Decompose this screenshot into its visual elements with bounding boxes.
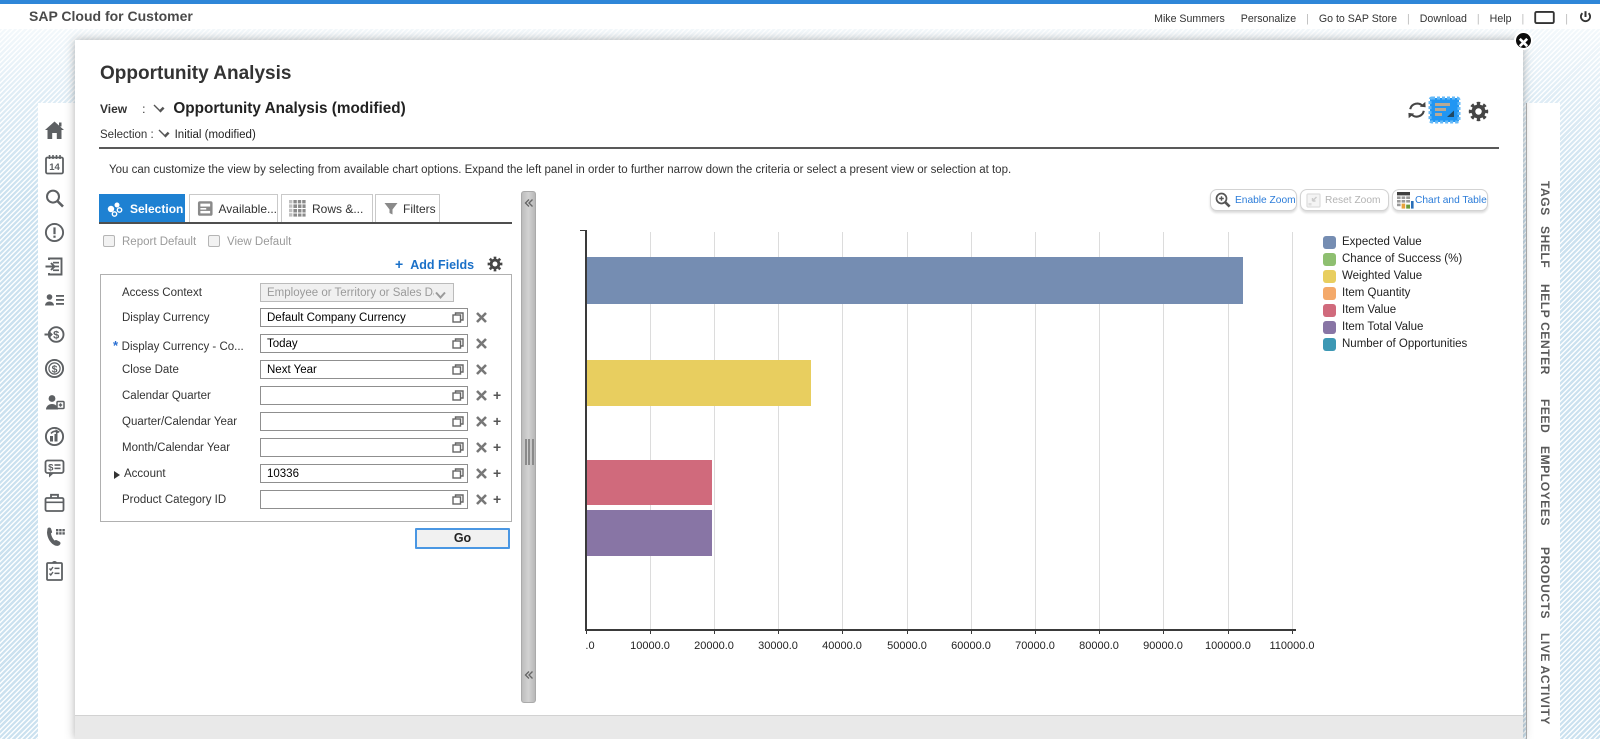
svg-text:$: $ — [48, 462, 54, 473]
svg-text:$: $ — [53, 329, 59, 341]
svg-text:$: $ — [52, 363, 58, 375]
svg-text:14: 14 — [49, 162, 60, 173]
